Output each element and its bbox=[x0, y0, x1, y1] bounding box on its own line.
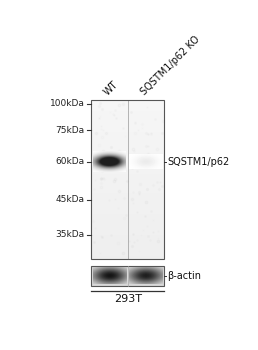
Text: 60kDa: 60kDa bbox=[55, 157, 84, 166]
Text: 100kDa: 100kDa bbox=[50, 99, 84, 108]
Text: 75kDa: 75kDa bbox=[55, 126, 84, 135]
Text: β-actin: β-actin bbox=[167, 271, 201, 281]
Bar bbox=[91, 100, 164, 259]
Text: SQSTM1/p62 KO: SQSTM1/p62 KO bbox=[139, 34, 202, 97]
Text: SQSTM1/p62: SQSTM1/p62 bbox=[167, 157, 229, 167]
Text: WT: WT bbox=[102, 79, 120, 97]
Text: 293T: 293T bbox=[114, 294, 142, 304]
Bar bbox=[91, 266, 164, 286]
Text: 35kDa: 35kDa bbox=[55, 230, 84, 239]
Text: 45kDa: 45kDa bbox=[55, 195, 84, 204]
